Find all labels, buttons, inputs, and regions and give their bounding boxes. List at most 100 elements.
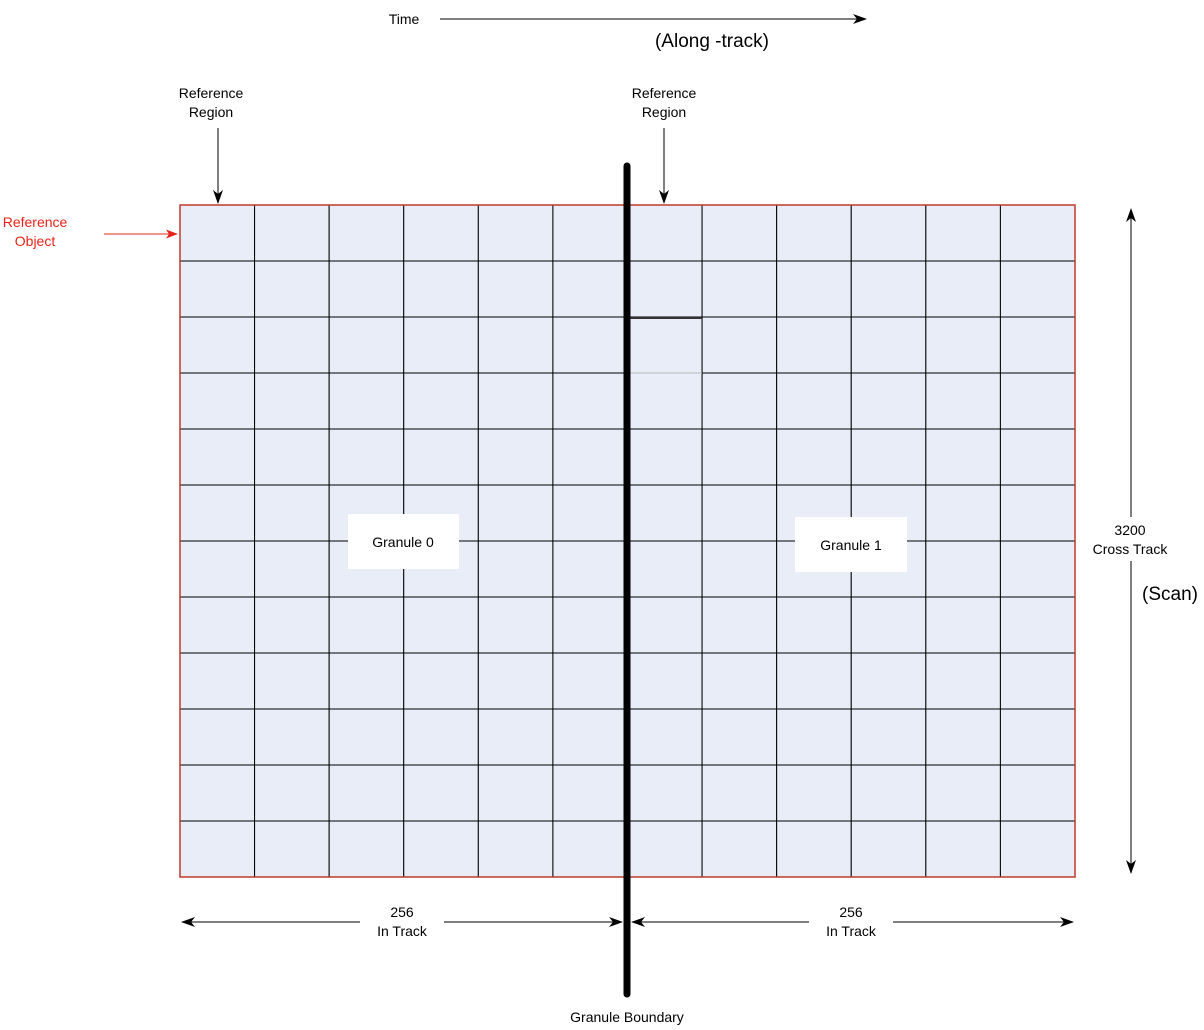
- grid-cell: [328, 204, 405, 262]
- grid-cell: [477, 820, 554, 878]
- grid-cell: [179, 764, 256, 822]
- reference-region-left-line1: Reference: [179, 85, 244, 101]
- grid-cell: [179, 652, 256, 710]
- grid-cell: [999, 372, 1076, 430]
- grid-cell: [850, 260, 927, 318]
- grid-cell: [254, 428, 330, 486]
- grid-cell: [627, 820, 703, 878]
- grid-cell: [254, 260, 330, 318]
- grid-cell: [328, 372, 405, 430]
- grid-cell: [627, 260, 703, 318]
- grid-cell: [999, 652, 1076, 710]
- grid-cell: [701, 260, 778, 318]
- grid-cell: [999, 260, 1076, 318]
- granule-0-label: Granule 0: [372, 534, 434, 550]
- grid-cell: [179, 820, 256, 878]
- grid-cell: [776, 260, 852, 318]
- grid-cell: [776, 204, 852, 262]
- grid-cell: [477, 316, 554, 374]
- grid-cell: [477, 260, 554, 318]
- grid-cell: [254, 596, 330, 654]
- grid-cell: [552, 260, 629, 318]
- reference-region-right-line2: Region: [642, 104, 686, 120]
- reference-object-line2: Object: [15, 233, 56, 249]
- grid-cell: [850, 708, 927, 766]
- scan-grid: [179, 204, 1076, 878]
- grid-cell: [552, 820, 629, 878]
- grid-cell: [403, 708, 479, 766]
- grid-cell: [701, 820, 778, 878]
- reference-object-line1: Reference: [3, 214, 68, 230]
- grid-cell: [850, 428, 927, 486]
- grid-cell: [627, 428, 703, 486]
- grid-cell: [999, 540, 1076, 598]
- reference-region-right-line1: Reference: [632, 85, 697, 101]
- grid-cell: [701, 596, 778, 654]
- grid-cell: [776, 652, 852, 710]
- time-label: Time: [389, 11, 420, 27]
- grid-cell: [552, 484, 629, 542]
- along-track-label: (Along -track): [655, 31, 769, 52]
- grid-cell: [254, 708, 330, 766]
- granule-0-box: [348, 514, 459, 569]
- in-track-left-value: 256: [390, 904, 414, 920]
- grid-cell: [552, 372, 629, 430]
- grid-cell: [627, 204, 703, 262]
- grid-cell: [552, 652, 629, 710]
- grid-cell: [552, 428, 629, 486]
- grid-cell: [328, 596, 405, 654]
- grid-cell: [254, 204, 330, 262]
- grid-cell: [328, 708, 405, 766]
- grid-cell: [328, 820, 405, 878]
- grid-cell: [328, 260, 405, 318]
- grid-cell: [776, 708, 852, 766]
- grid-cell: [403, 652, 479, 710]
- grid-cell: [552, 596, 629, 654]
- grid-cell: [850, 652, 927, 710]
- grid-cell: [627, 596, 703, 654]
- in-track-left-label-bg: [360, 902, 444, 944]
- grid-cell: [254, 820, 330, 878]
- grid-cell: [552, 540, 629, 598]
- grid-cell: [925, 260, 1001, 318]
- in-track-right-value: 256: [839, 904, 863, 920]
- grid-cell: [627, 484, 703, 542]
- reference-region-left-line2: Region: [189, 104, 233, 120]
- grid-cell: [254, 764, 330, 822]
- grid-cell: [403, 596, 479, 654]
- grid-cell: [254, 652, 330, 710]
- grid-cell: [925, 708, 1001, 766]
- cross-track-value: 3200: [1114, 522, 1145, 538]
- grid-cell: [701, 316, 778, 374]
- grid-cell: [776, 372, 852, 430]
- grid-cell: [403, 204, 479, 262]
- in-track-right-label: In Track: [826, 923, 877, 939]
- grid-cell: [403, 428, 479, 486]
- grid-cell: [179, 596, 256, 654]
- grid-cell: [776, 596, 852, 654]
- grid-cell: [254, 372, 330, 430]
- grid-cell: [477, 372, 554, 430]
- grid-cell: [328, 428, 405, 486]
- grid-cell: [999, 764, 1076, 822]
- grid-cell: [627, 708, 703, 766]
- scan-label: (Scan): [1142, 584, 1198, 605]
- grid-cell: [627, 764, 703, 822]
- grid-cell: [552, 708, 629, 766]
- grid-cell: [999, 596, 1076, 654]
- grid-cell: [403, 820, 479, 878]
- grid-cell: [925, 596, 1001, 654]
- grid-cell: [850, 596, 927, 654]
- grid-cell: [179, 428, 256, 486]
- grid-cell: [627, 316, 703, 374]
- grid-cell: [925, 652, 1001, 710]
- grid-cell: [925, 820, 1001, 878]
- grid-cell: [403, 316, 479, 374]
- grid-cell: [328, 652, 405, 710]
- grid-cell: [701, 484, 778, 542]
- grid-cell: [477, 484, 554, 542]
- grid-cell: [254, 540, 330, 598]
- grid-cell: [179, 484, 256, 542]
- grid-cell: [627, 652, 703, 710]
